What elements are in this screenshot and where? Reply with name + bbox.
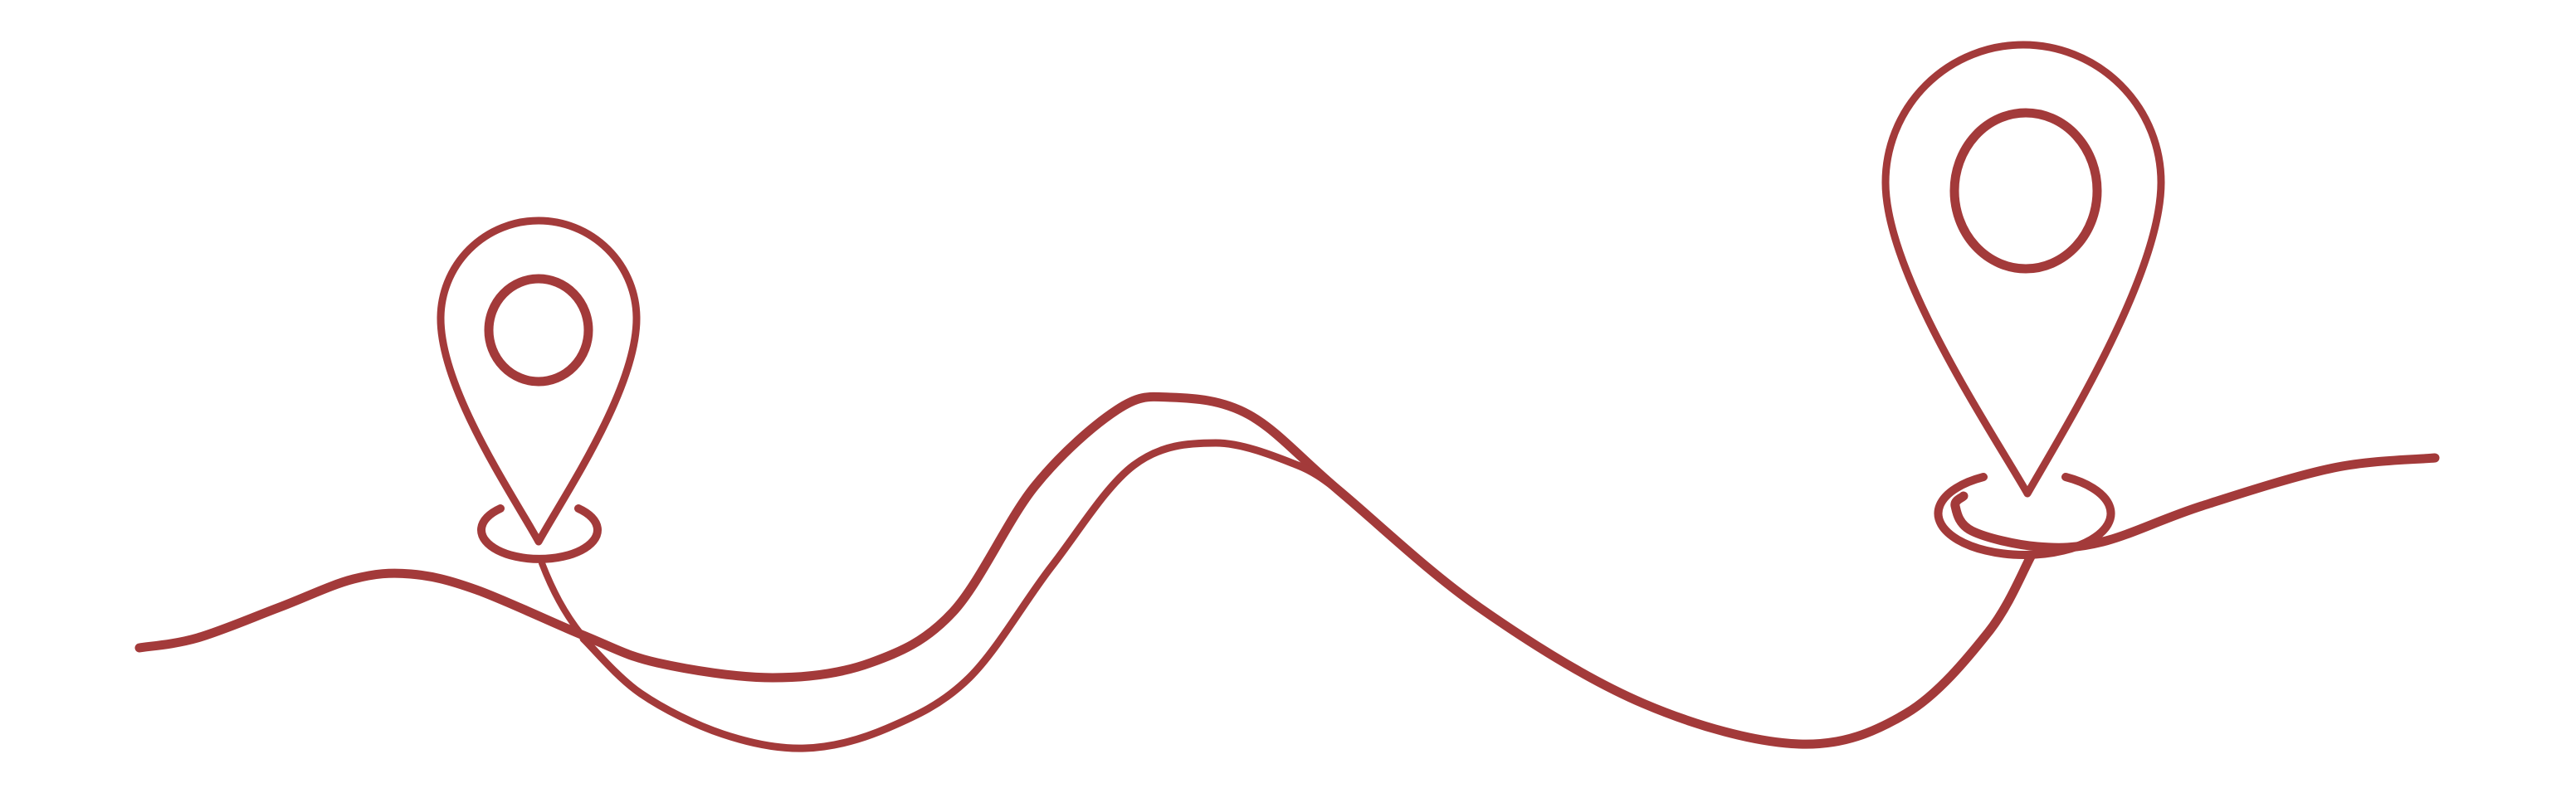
pin-outline: [437, 216, 641, 546]
route-end: [1950, 453, 2440, 552]
route-main: [134, 392, 2036, 749]
pin-base-ring: [1934, 473, 2115, 559]
pin-inner-circle: [1949, 108, 2102, 274]
pin-base-ring: [477, 504, 602, 563]
pin-inner-circle: [484, 274, 593, 387]
map-pin-icon-start: [437, 216, 641, 640]
route-lower-loop: [579, 439, 1344, 752]
pin-outline: [1881, 41, 2165, 498]
route-line: [134, 392, 2440, 752]
map-pin-icon-end: [1881, 41, 2165, 559]
